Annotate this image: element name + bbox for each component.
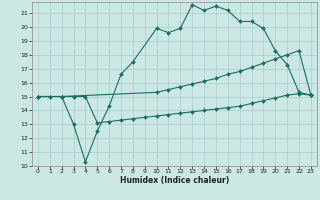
X-axis label: Humidex (Indice chaleur): Humidex (Indice chaleur) (120, 176, 229, 185)
